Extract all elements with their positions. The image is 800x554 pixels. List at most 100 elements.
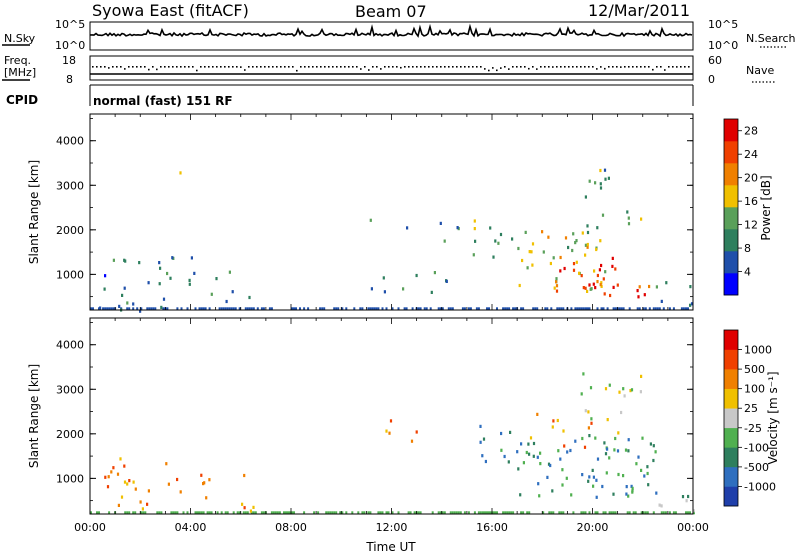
data-cell [252,307,255,311]
data-cell [162,307,165,311]
colorbar-tick-label: 25 [744,402,758,415]
nave-point [296,69,298,72]
velocity-ylabel: Slant Range [km] [27,364,41,468]
data-cell [644,511,647,515]
nave-point [168,66,170,68]
data-cell [250,511,253,515]
data-cell [588,179,591,183]
nave-point [476,66,478,68]
colorbar-segment [724,229,738,252]
data-cell [499,232,503,237]
data-cell [672,307,675,311]
data-cell [479,424,482,428]
data-cell [556,307,559,311]
data-cell [451,307,454,311]
data-cell [473,227,476,231]
data-cell [329,511,332,515]
data-cell [575,260,578,264]
data-cell [210,292,213,296]
nave-point [592,66,594,68]
nave-point [248,66,250,68]
data-cell [594,286,597,290]
beam-title: Beam 07 [355,2,427,21]
data-cell [345,511,348,515]
data-cell [194,511,197,515]
data-cell [182,511,185,515]
data-cell [236,511,239,515]
data-cell [260,307,263,311]
data-cell [547,235,550,239]
data-cell [406,226,409,230]
data-cell [519,493,522,497]
data-cell [641,436,644,440]
data-cell [503,454,506,459]
nave-point [584,66,586,68]
data-cell [497,241,500,245]
data-cell [629,389,632,393]
data-cell [542,511,545,515]
data-cell [132,307,135,311]
nave-point [644,66,646,68]
data-cell [660,511,663,515]
data-cell [559,255,562,260]
data-cell [571,248,574,253]
data-cell [555,284,559,288]
nave-point [352,66,354,68]
nave-point [324,66,326,68]
data-cell [584,307,587,311]
data-cell [375,307,378,311]
nave-point [640,66,642,68]
data-cell [512,511,515,515]
velocity-colorbar: 1000 500 100 25 -25 -100 -500 -1000 Velocity [m… [723,329,780,507]
nsky-label: N.Sky [4,32,36,45]
data-cell [574,241,577,245]
data-cell [563,444,566,448]
data-cell [580,307,583,311]
data-cell [589,386,593,390]
nave-point [668,66,670,68]
data-cell [685,499,688,503]
power-ylabel: Slant Range [km] [27,160,41,264]
data-cell [367,307,370,311]
data-cell [363,511,366,515]
data-cell [520,442,523,446]
data-cell [682,307,685,311]
data-cell [622,307,625,311]
data-cell [643,293,646,297]
data-cell [287,511,289,515]
data-cell [417,307,420,311]
data-cell [572,262,576,266]
nave-point [236,66,238,68]
data-cell [256,307,259,311]
data-cell [132,511,135,515]
data-cell [572,268,576,272]
data-cell [110,307,113,311]
data-cell [544,307,547,311]
data-cell [644,307,647,311]
data-cell [608,456,611,460]
data-cell [520,307,523,311]
velocity-colorbar-label: Velocity [m s⁻¹] [766,371,780,464]
data-cell [668,307,671,311]
data-cell [481,454,484,458]
data-cell [627,438,630,442]
data-cell [655,285,658,289]
data-cell [425,307,428,311]
data-cell [526,266,529,270]
data-cell [532,454,535,458]
nave-point [536,68,538,70]
data-cell [92,307,94,311]
data-cell [206,511,209,515]
data-cell [136,307,139,311]
data-cell [106,307,109,311]
data-cell [660,299,663,303]
data-cell [225,299,228,304]
data-cell [560,307,563,311]
data-cell [226,307,229,311]
nave-point [336,66,338,68]
data-cell [333,511,336,515]
nave-point [196,69,198,72]
data-cell [637,295,640,299]
colorbar-segment [724,369,738,389]
data-cell [640,217,643,221]
